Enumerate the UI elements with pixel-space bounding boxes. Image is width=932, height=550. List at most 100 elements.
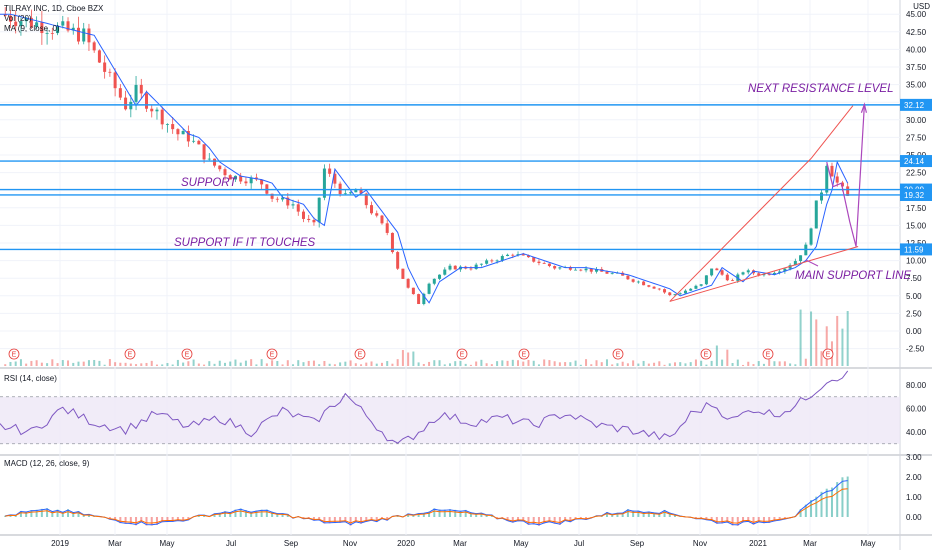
volume-bar [140, 363, 143, 366]
candle-body [71, 27, 75, 31]
candle-body [553, 266, 557, 269]
volume-bar [517, 360, 520, 366]
volume-bar [150, 360, 153, 366]
candle-body [87, 28, 91, 43]
ma-legend[interactable]: MA (9, close, 0) [4, 24, 60, 33]
volume-bar [103, 364, 106, 366]
macd-bar [239, 508, 242, 517]
macd-bar [25, 511, 28, 517]
volume-bar [679, 362, 682, 366]
candle-body [720, 270, 724, 275]
grid [0, 0, 900, 535]
candle-body [19, 21, 23, 27]
volume-bar [621, 361, 624, 366]
symbol-legend[interactable]: TILRAY INC, 1D, Cboe BZX [4, 4, 104, 13]
earnings-marker-label: E [522, 352, 527, 359]
macd-bar [365, 517, 368, 522]
rsi-legend[interactable]: RSI (14, close) [4, 374, 57, 383]
macd-bar [626, 509, 629, 517]
macd-bar [449, 509, 451, 517]
macd-bar [119, 517, 122, 524]
candle-body [605, 271, 609, 274]
volume-bar [166, 363, 169, 366]
time-tick-label: Jul [574, 539, 584, 548]
macd-bar [339, 517, 342, 523]
macd-bar [527, 517, 530, 525]
volume-bar [543, 359, 546, 366]
candle-body [228, 175, 232, 180]
annotation-support-if-touches[interactable]: SUPPORT IF IT TOUCHES [174, 237, 316, 249]
macd-bar [731, 517, 734, 526]
candle-body [364, 193, 368, 206]
volume-bar [783, 361, 786, 366]
candle-body [223, 169, 227, 176]
macd-legend[interactable]: MACD (12, 26, close, 9) [4, 459, 90, 468]
macd-tick-label: 2.00 [906, 473, 922, 482]
price-tick-label: 42.50 [906, 28, 927, 37]
volume-bar [250, 359, 253, 366]
volume-bar [271, 360, 274, 366]
volume-bar [485, 363, 488, 366]
candle-body [61, 21, 65, 26]
volume-bar [46, 363, 49, 366]
candle-body [150, 108, 154, 112]
macd-bar [87, 514, 90, 517]
projection-path [826, 104, 866, 247]
volume-bar [459, 360, 462, 366]
candle-body [207, 158, 211, 160]
candle-body [799, 255, 803, 262]
macd-bar [522, 517, 525, 522]
volume-bar [522, 361, 525, 366]
macd-bar [271, 511, 274, 517]
volume-bar [77, 361, 80, 366]
candle-body [699, 284, 703, 286]
volume-bar [265, 363, 268, 366]
volume-bar [67, 360, 70, 366]
macd-bar [124, 517, 127, 524]
volume-bar [438, 360, 441, 366]
volume-bar [694, 359, 697, 366]
time-axis-ticks: 2019 Mar May Jul Sep Nov 2020 Mar May Jul Sep Nov 20… [51, 539, 875, 548]
price-pane[interactable] [0, 0, 900, 368]
macd-bar [747, 517, 750, 522]
candle-body [668, 292, 672, 296]
horizontal-levels[interactable] [0, 104, 900, 251]
earnings-marker [822, 348, 834, 360]
candle-body [103, 62, 107, 72]
volume-bar [155, 364, 158, 366]
volume-bar [600, 362, 603, 366]
macd-bar [553, 517, 556, 524]
volume-bar [61, 360, 64, 366]
macd-bar [506, 517, 509, 522]
price-tick-label: 7.50 [906, 274, 922, 283]
annotation-next-resistance[interactable]: NEXT RESISTANCE LEVEL [748, 83, 894, 95]
volume-bar [449, 363, 451, 366]
macd-bar [480, 512, 483, 517]
volume-bar [501, 360, 504, 366]
volume-bar [213, 363, 216, 366]
annotation-support[interactable]: SUPPORT [181, 177, 237, 189]
vol-legend[interactable]: Vol (20) [4, 14, 32, 23]
candle-body [835, 176, 839, 183]
volume-bar [810, 311, 813, 366]
macd-bar [825, 488, 828, 517]
macd-bar [155, 517, 158, 525]
volume-bar [496, 361, 499, 366]
trend-drawings[interactable] [669, 102, 868, 302]
price-tick-label: 27.50 [906, 133, 927, 142]
volume-bar [443, 364, 446, 366]
macd-bar [548, 517, 551, 523]
candle-body [825, 165, 829, 193]
volume-bar [391, 363, 394, 366]
volume-bar [490, 364, 493, 366]
volume-bar [281, 364, 284, 366]
candle-body [683, 290, 687, 294]
time-tick-label: Sep [630, 539, 645, 548]
annotation-main-support[interactable]: MAIN SUPPORT LINE [795, 270, 911, 282]
candle-body [45, 33, 49, 34]
macd-bar [836, 482, 839, 517]
macd-bar [532, 517, 535, 525]
volume-bar [197, 363, 200, 366]
